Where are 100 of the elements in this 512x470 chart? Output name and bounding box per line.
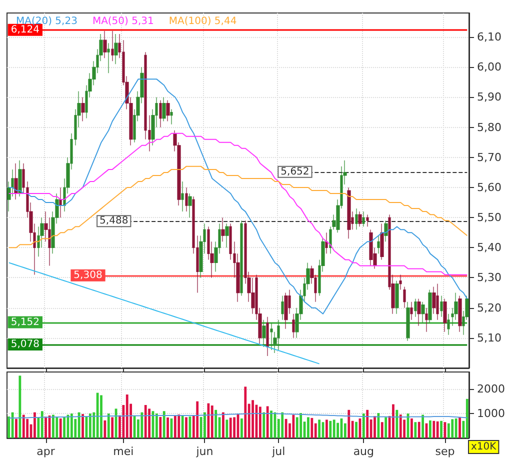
y-tick-label: 5,80 [477,120,502,134]
bar [111,417,114,438]
candlestick [395,280,399,314]
bar [210,405,214,438]
ref-line-label: 5,652 [280,166,310,178]
candlestick [417,298,421,326]
candlestick [188,193,192,218]
candlestick [425,308,428,332]
x-tick-label: aug [353,445,374,458]
text: MA(50) 5,31 [92,16,154,27]
bar [399,414,402,438]
bar [214,410,218,438]
ref-line-label: 6,124 [10,24,40,36]
ref-line-label: 5,078 [10,339,40,350]
bar [126,394,128,438]
candlestick [266,316,269,356]
candlestick [185,187,188,212]
candlestick [414,298,417,318]
bar [374,416,376,438]
bar [432,420,436,438]
candlestick [225,223,229,248]
bar [166,417,169,438]
bar [140,412,144,438]
bar [44,416,48,438]
bar [366,410,369,438]
candlestick [270,322,273,350]
bar [148,408,150,438]
line-series [8,262,320,364]
bar [296,417,298,438]
candlestick [111,30,114,62]
candlestick [347,187,351,239]
bar [258,406,262,438]
candlestick [403,286,406,308]
candlestick [284,292,288,330]
bar [34,412,36,438]
candlestick [221,217,225,242]
bar [244,386,247,438]
bar [162,411,166,438]
candlestick [436,283,439,320]
text: MA(100) 5,44 [168,16,237,27]
candlestick [447,314,450,336]
bar [26,418,29,438]
y-tick-label: 6,00 [477,60,502,74]
bar [144,405,147,438]
y-tick-label: 1000 [477,407,505,420]
ref-line-label: 5,308 [74,270,102,281]
bar [155,414,158,438]
bar [88,414,92,438]
bar [377,413,380,438]
y-tick-label: 5,40 [477,241,502,254]
bar [196,401,199,438]
bar [380,422,384,438]
bar [185,417,188,438]
bar [326,420,328,438]
y-tick-label: 5,60 [477,180,502,194]
candlestick [443,298,447,332]
bar [414,422,417,438]
bar [82,414,84,438]
bar [362,414,365,438]
candlestick [355,208,358,230]
bar [78,412,80,438]
bar [252,400,254,438]
ref-line-label: 5,152 [10,316,40,328]
candlestick [170,108,173,125]
bar [266,406,269,438]
y-axis-title: x10K [471,442,497,452]
ref-line-label: 5,488 [100,216,128,227]
candlestick [366,214,369,227]
x-tick-label: mei [113,445,134,458]
bar [178,414,180,438]
bar [440,420,442,438]
bar [8,416,10,438]
bar [18,376,22,438]
candlestick [380,223,384,260]
candlestick [159,100,162,128]
y-tick-label: 5,30 [477,271,502,284]
candlestick [18,160,22,197]
y-tick-label: 2000 [477,382,505,396]
bar [229,418,232,438]
bar [329,420,332,438]
candlestick [406,302,410,342]
bar [318,420,321,438]
y-tick-label: 5,70 [477,150,502,164]
bar [174,416,176,438]
candlestick [166,100,170,122]
candlestick [181,181,184,212]
bar [396,410,398,438]
candlestick [277,320,280,350]
bar [96,392,99,438]
bar [292,414,295,438]
y-tick-label: 5,50 [477,211,502,224]
candlestick [369,229,373,266]
bar [300,413,302,438]
bar [454,418,458,438]
candlestick [458,295,462,332]
bar [348,410,350,438]
bar [52,414,54,438]
bar [107,414,110,438]
bar [451,419,454,438]
x-tick-label: apr [36,445,56,458]
